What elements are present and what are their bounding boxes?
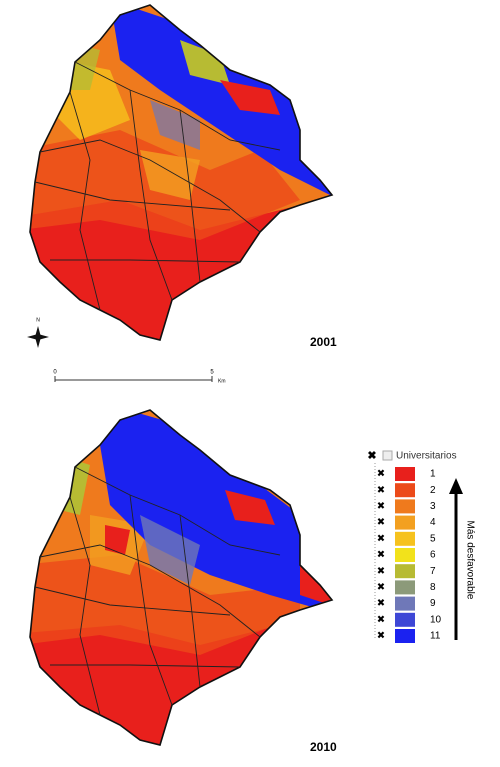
checkbox[interactable]: ✖ [377,631,385,642]
legend-swatch [395,629,415,643]
checkbox[interactable]: ✖ [367,450,376,462]
legend-label: 4 [430,517,436,528]
checkbox[interactable]: ✖ [377,598,385,609]
legend-swatch [395,564,415,579]
map-2001 [29,4,334,341]
legend-label: 11 [430,631,441,642]
checkbox[interactable]: ✖ [377,501,385,512]
north-arrow: N [27,317,49,348]
legend-swatch [395,548,415,562]
layer-icon [382,450,393,461]
checkbox[interactable]: ✖ [377,550,385,561]
scale-unit: Km [218,378,226,384]
checkbox[interactable]: ✖ [377,566,385,577]
legend-label: 5 [430,533,436,544]
north-label: N [36,317,40,323]
checkbox[interactable]: ✖ [377,533,385,544]
map-2010 [29,409,334,746]
legend-label: 9 [430,598,436,609]
legend-swatch [395,612,415,627]
arrow-label: Más desfavorable [464,521,475,600]
checkbox[interactable]: ✖ [377,517,385,528]
legend-label: 10 [430,614,442,625]
legend-swatch [395,483,415,498]
legend-swatch [395,596,415,611]
checkbox[interactable]: ✖ [377,614,385,625]
legend-swatch [395,531,415,546]
legend-label: 7 [430,566,436,577]
legend-swatch [395,515,415,530]
scale-start: 0 [53,370,57,376]
legend-title: Universitarios [396,451,457,462]
legend-swatch [395,467,415,481]
legend-label: 3 [430,501,436,512]
legend-label: 6 [430,550,436,561]
checkbox[interactable]: ✖ [377,485,385,496]
legend-label: 8 [430,582,436,593]
legend-swatch [395,580,415,595]
legend-label: 2 [430,485,436,496]
legend-swatch [395,499,415,514]
legend: ✖ Universitarios Más desfavorable ✖ 1 ✖ 2 ✖ 3… [367,450,475,643]
legend-label: 1 [430,469,436,480]
scale-bar: 0 5 Km [53,370,225,385]
scale-end: 5 [210,370,214,376]
checkbox[interactable]: ✖ [377,469,385,480]
year-label: 2001 [310,335,337,349]
year-label: 2010 [310,740,337,754]
checkbox[interactable]: ✖ [377,582,385,593]
